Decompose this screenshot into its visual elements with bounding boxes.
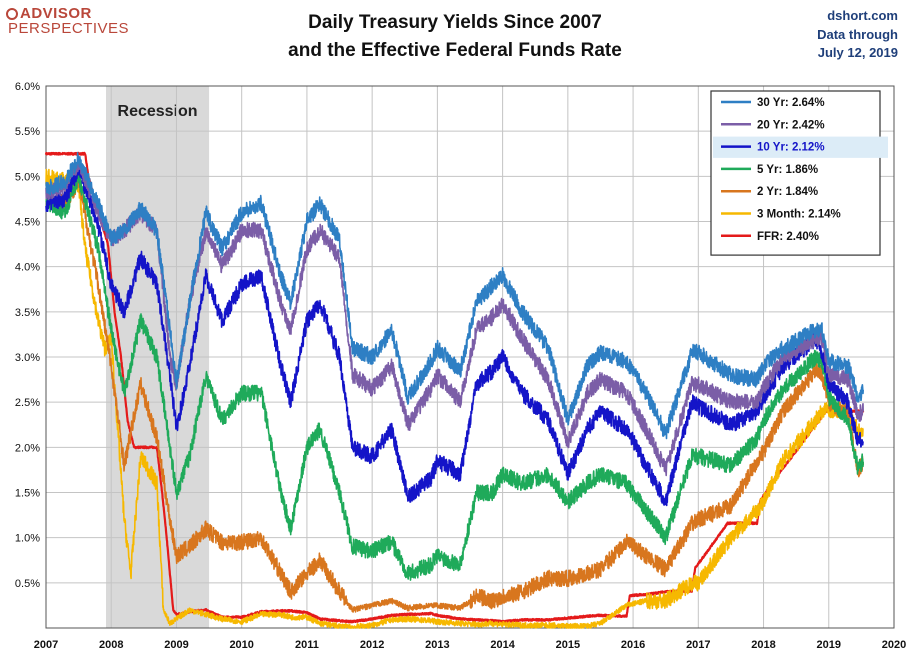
legend-label: 3 Month: 2.14%: [757, 209, 841, 221]
legend-highlight: [713, 136, 888, 158]
series-line-5: [45, 168, 864, 629]
source-site: dshort.com: [827, 8, 898, 23]
series-line-4: [45, 172, 864, 613]
x-tick-label: 2013: [425, 639, 449, 651]
y-tick-label: 3.5%: [15, 307, 40, 319]
x-tick-label: 2007: [34, 639, 58, 651]
data-through-label: Data through: [817, 27, 898, 42]
y-tick-label: 6.0%: [15, 81, 40, 93]
brand-line1: ADVISOR: [20, 5, 92, 22]
legend-label: 2 Yr: 1.84%: [757, 186, 818, 198]
logo-mark-icon: [6, 8, 18, 20]
series-line-0: [45, 152, 864, 440]
legend-label: 30 Yr: 2.64%: [757, 97, 825, 109]
brand-logo: ADVISOR PERSPECTIVES: [6, 5, 130, 37]
x-tick-label: 2009: [164, 639, 188, 651]
series-line-2: [45, 162, 864, 507]
y-tick-label: 3.0%: [15, 352, 40, 364]
x-tick-label: 2018: [751, 639, 775, 651]
chart-title-line1: Daily Treasury Yields Since 2007: [308, 12, 602, 33]
y-tick-label: 4.0%: [15, 262, 40, 274]
legend-label: 10 Yr: 2.12%: [757, 142, 825, 154]
legend-label: 20 Yr: 2.42%: [757, 119, 825, 131]
legend-box: [710, 90, 881, 256]
legend-label: FFR: 2.40%: [757, 231, 819, 243]
y-tick-label: 1.0%: [15, 533, 40, 545]
plot-border: [45, 85, 895, 629]
x-tick-label: 2012: [360, 639, 384, 651]
x-tick-label: 2011: [295, 639, 319, 651]
chart-title-line2: and the Effective Federal Funds Rate: [288, 40, 622, 61]
x-tick-label: 2019: [817, 639, 841, 651]
legend-label: 5 Yr: 1.86%: [757, 164, 818, 176]
series-line-3: [45, 170, 864, 581]
y-tick-label: 5.0%: [15, 171, 40, 183]
data-through-date: July 12, 2019: [817, 45, 898, 60]
recession-label: Recession: [118, 103, 198, 120]
y-tick-label: 4.5%: [15, 217, 40, 229]
x-tick-label: 2010: [229, 639, 253, 651]
brand-line2: PERSPECTIVES: [8, 20, 130, 37]
x-tick-label: 2017: [686, 639, 710, 651]
x-tick-label: 2014: [490, 639, 515, 651]
x-tick-label: 2008: [99, 639, 123, 651]
y-tick-label: 0.5%: [15, 578, 40, 590]
x-tick-label: 2016: [621, 639, 645, 651]
x-tick-label: 2015: [556, 639, 580, 651]
y-tick-label: 2.5%: [15, 397, 40, 409]
y-tick-label: 1.5%: [15, 488, 40, 500]
y-tick-label: 5.5%: [15, 126, 40, 138]
x-tick-label: 2020: [882, 639, 906, 651]
y-tick-label: 2.0%: [15, 442, 40, 454]
